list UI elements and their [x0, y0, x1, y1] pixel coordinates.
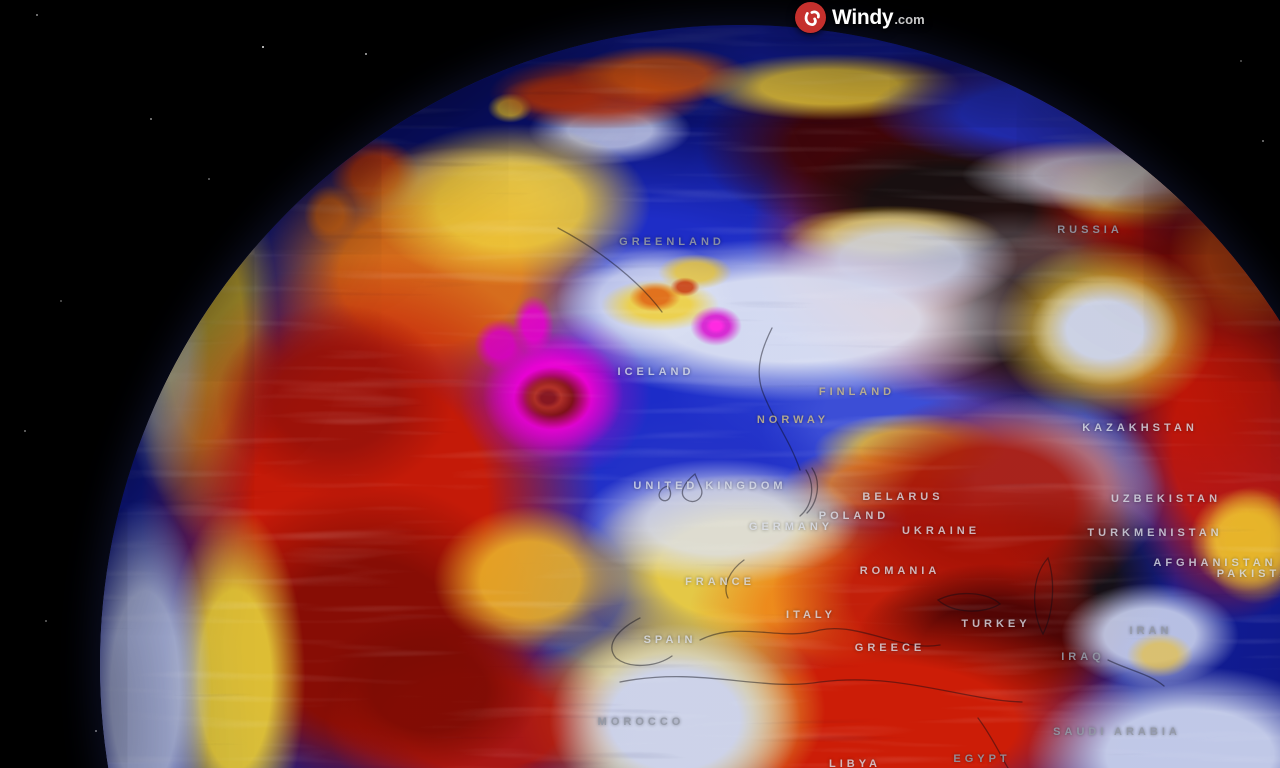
anomaly-blob: [525, 220, 765, 380]
anomaly-blob: [1115, 625, 1205, 685]
anomaly-blob: [480, 88, 540, 128]
anomaly-blob: [513, 368, 583, 424]
anomaly-blob: [520, 565, 1240, 768]
anomaly-blob: [320, 95, 700, 315]
wind-streak-texture: [100, 25, 1280, 768]
anomaly-blob: [1140, 145, 1280, 365]
anomaly-blob: [400, 480, 660, 680]
anomaly-blob: [805, 535, 1185, 755]
anomaly-blob: [870, 525, 1130, 705]
anomaly-blob: [681, 299, 751, 353]
windy-logo[interactable]: Windy.com: [795, 2, 925, 33]
anomaly-blob: [665, 274, 705, 300]
anomaly-blob: [660, 25, 1280, 470]
anomaly-blob: [740, 190, 1060, 330]
anomaly-blob: [100, 430, 235, 768]
anomaly-blob: [500, 85, 720, 175]
anomaly-blob: [499, 355, 605, 441]
anomaly-blob: [410, 200, 630, 290]
anomaly-blob: [460, 560, 880, 768]
anomaly-blob: [1080, 205, 1280, 685]
anomaly-blob: [505, 590, 845, 768]
anomaly-blob: [955, 210, 1255, 450]
anomaly-blob: [175, 270, 495, 530]
logo-brand-text: Windy: [832, 5, 894, 29]
anomaly-blob: [800, 38, 1280, 188]
anomaly-blob: [735, 100, 1165, 320]
anomaly-blob: [850, 195, 1170, 315]
anomaly-blob: [530, 437, 910, 607]
anomaly-blob: [280, 580, 580, 768]
anomaly-blob: [970, 635, 1280, 768]
anomaly-blob: [515, 440, 975, 700]
globe[interactable]: [100, 25, 1280, 768]
anomaly-blob: [635, 490, 1055, 730]
anomaly-blob: [530, 384, 566, 412]
anomaly-blob: [650, 42, 1010, 132]
anomaly-blob: [630, 25, 1150, 270]
anomaly-blob: [770, 470, 1190, 750]
anomaly-blob: [715, 435, 1155, 755]
logo-suffix-text: .com: [894, 11, 925, 27]
anomaly-blob: [540, 35, 780, 115]
anomaly-blob: [750, 430, 1010, 540]
anomaly-blob: [780, 400, 1040, 500]
anomaly-blob: [1170, 470, 1280, 610]
anomaly-blob: [270, 605, 690, 768]
anomaly-blob: [105, 165, 225, 545]
anomaly-blob: [770, 355, 1210, 655]
anomaly-blob: [140, 445, 330, 768]
anomaly-blob: [1020, 135, 1250, 245]
anomaly-blob: [645, 248, 745, 296]
anomaly-blob: [825, 190, 1280, 450]
anomaly-blob: [1185, 465, 1280, 625]
anomaly-blob: [230, 45, 1050, 605]
anomaly-blob: [910, 125, 1280, 225]
anomaly-blob: [1030, 565, 1270, 705]
anomaly-blob: [458, 310, 648, 480]
anomaly-blob: [310, 130, 630, 260]
anomaly-blob: [870, 360, 1210, 620]
anomaly-blob: [450, 210, 1130, 430]
anomaly-blob: [100, 25, 970, 315]
anomaly-blob: [425, 280, 685, 510]
anomaly-blob: [1005, 255, 1205, 405]
anomaly-blob: [1015, 95, 1280, 555]
anomaly-blob: [740, 195, 1040, 275]
anomaly-blob: [480, 67, 640, 123]
windy-swirl-icon: [795, 2, 826, 33]
anomaly-blob: [315, 125, 435, 225]
anomaly-blob: [702, 315, 730, 337]
anomaly-blob: [490, 355, 910, 655]
anomaly-blob: [130, 425, 610, 768]
anomaly-blob: [190, 95, 670, 455]
anomaly-blob: [505, 285, 561, 365]
anomaly-blob: [465, 310, 535, 380]
anomaly-blob: [580, 145, 1140, 545]
anomaly-blob: [295, 175, 365, 255]
anomaly-blob: [710, 285, 1070, 565]
anomaly-blob: [620, 277, 690, 317]
anomaly-blob: [100, 165, 680, 768]
anomaly-blob: [580, 270, 740, 340]
anomaly-blob: [880, 455, 1220, 695]
anomaly-blob: [105, 55, 305, 615]
anomaly-blob: [370, 215, 1070, 695]
anomaly-blob: [450, 43, 750, 143]
